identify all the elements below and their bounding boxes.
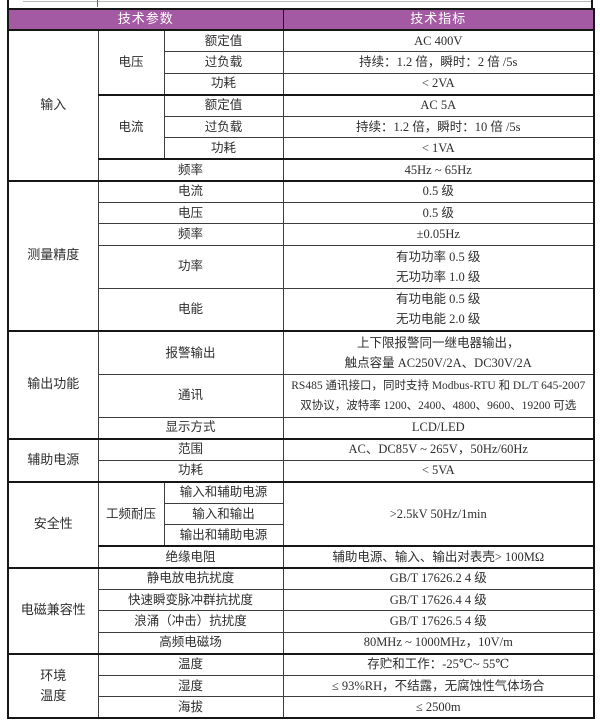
value-alarm-output: 上下限报警同一继电器输出， 触点容量 AC250V/2A、DC30V/2A (282, 330, 595, 375)
value-current-power: < 1VA (282, 137, 595, 160)
value-emc-surge: GB/T 17626.5 4 级 (282, 610, 595, 633)
param-voltage-power: 功耗 (163, 72, 284, 95)
group-line: 温度 (40, 687, 67, 703)
param-emc-esd: 静电放电抗扰度 (97, 566, 284, 590)
value-current-rated: AC 5A (282, 93, 595, 117)
value-insulation-resistance: 辅助电源、输入、输出对表壳> 100MΩ (282, 545, 595, 568)
param-current-rated: 额定值 (163, 93, 284, 117)
value-line: 无功功率 1.0 级 (396, 269, 481, 284)
value-accuracy-current: 0.5 级 (282, 179, 595, 203)
value-voltage-overload: 持续：1.2 倍，瞬时：2 倍 /5s (282, 51, 595, 74)
value-input-frequency: 45Hz ~ 65Hz (282, 158, 595, 181)
table-header-row: 技术参数 技术指标 (7, 8, 595, 31)
group-safety: 安全性 (7, 480, 99, 568)
value-emc-eft: GB/T 17626.4 4 级 (282, 588, 595, 611)
param-current-overload: 过负载 (163, 115, 284, 138)
value-communication: RS485 通讯接口，同时支持 Modbus-RTU 和 DL/T 645-20… (282, 373, 595, 418)
spec-table: 技术参数 技术指标 输入 电压 额定值 AC 400V 过负载 持续：1.2 倍… (7, 8, 595, 719)
param-emc-eft: 快速瞬变脉冲群抗扰度 (97, 588, 284, 611)
value-env-altitude: ≤ 2500m (282, 696, 595, 719)
param-emc-rf-field: 高频电磁场 (97, 631, 284, 654)
param-withstand-input-aux: 输入和辅助电源 (163, 480, 284, 504)
value-line: 有功电能 0.5 级 (396, 292, 481, 307)
value-aux-range: AC、DC85V ~ 265V，50Hz/60Hz (282, 437, 595, 461)
header-tech-indicators: 技术指标 (282, 8, 595, 31)
value-accuracy-power: 有功功率 0.5 级 无功功率 1.0 级 (282, 244, 595, 289)
param-aux-power: 功耗 (97, 459, 284, 482)
value-accuracy-frequency: ±0.05Hz (282, 223, 595, 246)
header-tech-params: 技术参数 (7, 8, 284, 31)
value-withstand-voltage: >2.5kV 50Hz/1min (282, 480, 595, 547)
value-voltage-power: < 2VA (282, 72, 595, 95)
subgroup-withstand-voltage: 工频耐压 (97, 480, 165, 547)
value-line: 上下限报警同一继电器输出， (356, 335, 520, 350)
param-communication: 通讯 (97, 373, 284, 418)
param-accuracy-current: 电流 (97, 179, 284, 203)
value-line: 无功电能 2.0 级 (396, 312, 481, 327)
value-display-mode: LCD/LED (282, 416, 595, 439)
group-line: 环境 (40, 667, 67, 683)
value-emc-esd: GB/T 17626.2 4 级 (282, 566, 595, 590)
value-env-temperature: 存贮和工作：-25℃~ 55℃ (282, 652, 595, 676)
param-alarm-output: 报警输出 (97, 330, 284, 375)
param-accuracy-energy: 电能 (97, 287, 284, 332)
param-withstand-input-output: 输入和输出 (163, 502, 284, 525)
group-input: 输入 (7, 29, 99, 181)
param-accuracy-voltage: 电压 (97, 201, 284, 224)
param-accuracy-frequency: 频率 (97, 223, 284, 246)
group-output: 输出功能 (7, 330, 99, 439)
value-line: 双协议，波特率 1200、2400、4800、9600、19200 可选 (300, 399, 577, 412)
value-accuracy-voltage: 0.5 级 (282, 201, 595, 224)
param-accuracy-power: 功率 (97, 244, 284, 289)
param-env-altitude: 海拔 (97, 696, 284, 719)
group-accuracy: 测量精度 (7, 179, 99, 332)
param-voltage-overload: 过负载 (163, 51, 284, 74)
param-input-frequency: 频率 (97, 158, 284, 181)
param-env-temperature: 温度 (97, 652, 284, 676)
value-aux-power: < 5VA (282, 459, 595, 482)
param-aux-range: 范围 (97, 437, 284, 461)
column-tick-mark (97, 0, 98, 7)
group-aux-power: 辅助电源 (7, 437, 99, 482)
param-display-mode: 显示方式 (97, 416, 284, 439)
param-emc-surge: 浪涌（冲击）抗扰度 (97, 610, 284, 633)
value-line: 触点容量 AC250V/2A、DC30V/2A (344, 355, 532, 370)
value-line: RS485 通讯接口，同时支持 Modbus-RTU 和 DL/T 645-20… (291, 379, 586, 392)
group-emc: 电磁兼容性 (7, 566, 99, 654)
subgroup-voltage: 电压 (97, 29, 165, 95)
value-emc-rf-field: 80MHz ~ 1000MHz，10V/m (282, 631, 595, 654)
value-voltage-rated: AC 400V (282, 29, 595, 52)
page-crop-artifact (7, 0, 593, 8)
value-env-humidity: ≤ 93%RH，不结露，无腐蚀性气体场合 (282, 674, 595, 697)
subgroup-current: 电流 (97, 93, 165, 160)
param-insulation-resistance: 绝缘电阻 (97, 545, 284, 568)
param-voltage-rated: 额定值 (163, 29, 284, 52)
param-withstand-output-aux: 输出和辅助电源 (163, 524, 284, 547)
group-environment: 环境 温度 (7, 652, 99, 719)
param-current-power: 功耗 (163, 137, 284, 160)
value-line: 有功功率 0.5 级 (396, 249, 481, 264)
param-env-humidity: 湿度 (97, 674, 284, 697)
value-current-overload: 持续：1.2 倍，瞬时：10 倍 /5s (282, 115, 595, 138)
value-accuracy-energy: 有功电能 0.5 级 无功电能 2.0 级 (282, 287, 595, 332)
